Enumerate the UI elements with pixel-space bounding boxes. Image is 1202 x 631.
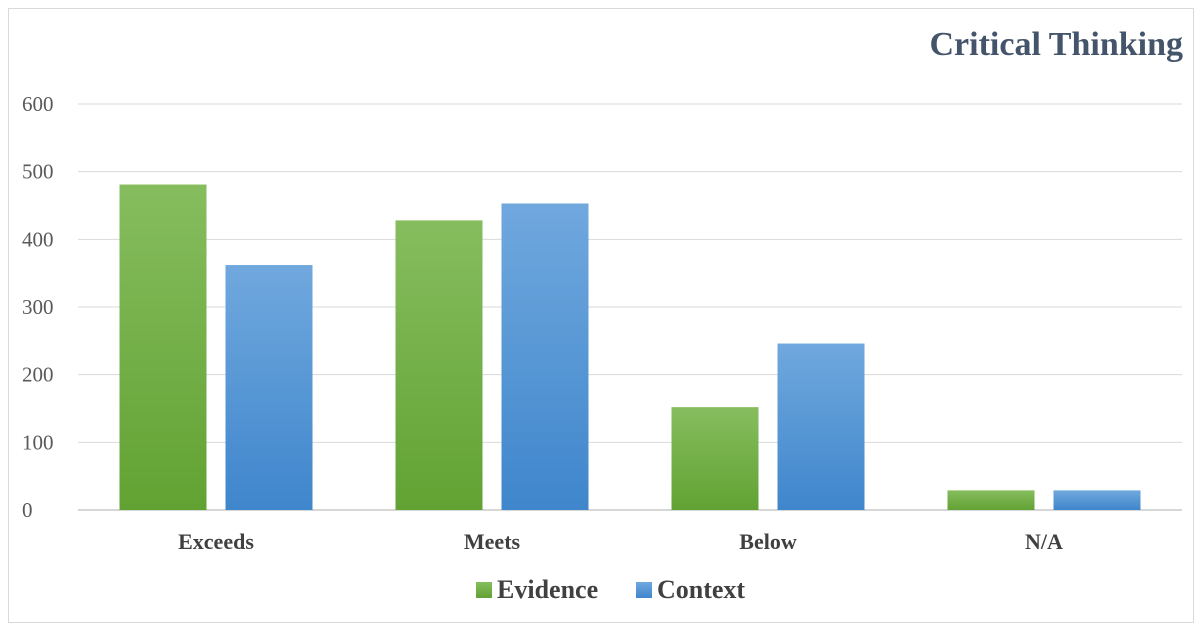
bar-context-na xyxy=(1053,490,1141,510)
x-category-label: Exceeds xyxy=(178,529,254,554)
bar-context-exceeds xyxy=(225,265,313,510)
chart-title: Critical Thinking xyxy=(930,26,1184,63)
bar-context-meets xyxy=(501,203,589,510)
y-tick-label: 100 xyxy=(22,430,54,454)
legend-swatch-evidence xyxy=(476,582,492,598)
legend-swatch-context xyxy=(636,582,652,598)
y-tick-label: 300 xyxy=(22,295,54,319)
y-tick-label: 400 xyxy=(22,227,54,251)
y-axis-ticks: 0 100 200 300 400 500 600 xyxy=(22,92,54,522)
y-tick-label: 600 xyxy=(22,92,54,116)
x-category-label: Below xyxy=(739,529,797,554)
bar-evidence-below xyxy=(671,407,759,510)
bar-evidence-na xyxy=(947,490,1035,510)
bar-context-below xyxy=(777,343,865,510)
y-tick-label: 0 xyxy=(22,498,33,522)
bar-evidence-meets xyxy=(395,220,483,511)
y-tick-label: 500 xyxy=(22,160,54,184)
legend: Evidence Context xyxy=(476,575,745,604)
x-category-label: Meets xyxy=(464,529,521,554)
x-category-label: N/A xyxy=(1025,529,1063,554)
legend-label-context: Context xyxy=(657,575,745,604)
x-axis-categories: Exceeds Meets Below N/A xyxy=(178,529,1063,554)
y-tick-label: 200 xyxy=(22,363,54,387)
bar-evidence-exceeds xyxy=(119,184,207,511)
legend-label-evidence: Evidence xyxy=(497,575,598,604)
bars xyxy=(119,184,1141,511)
